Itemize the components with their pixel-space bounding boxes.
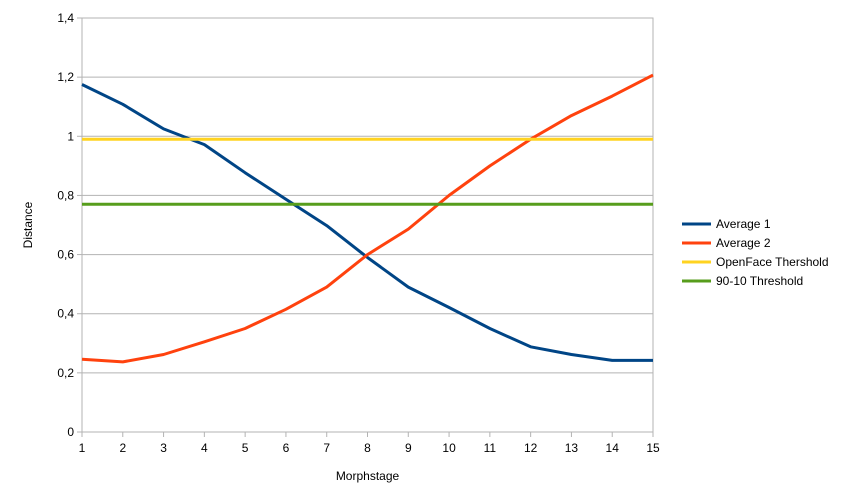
- x-tick-label: 9: [405, 441, 412, 455]
- legend-label: Average 1: [716, 217, 771, 231]
- x-tick-label: 11: [484, 441, 497, 455]
- legend-label: OpenFace Thershold: [716, 255, 829, 269]
- x-tick-label: 8: [364, 441, 371, 455]
- y-tick-label: 0,6: [57, 248, 74, 262]
- y-tick-label: 1,2: [57, 70, 74, 84]
- x-tick-label: 7: [323, 441, 330, 455]
- y-axis: 0 0,2 0,4 0,6 0,8 1 1,2 1,4: [57, 11, 82, 439]
- plot-area: [81, 17, 654, 433]
- x-tick-label: 1: [79, 441, 86, 455]
- legend: Average 1 Average 2 OpenFace Thershold 90-1…: [682, 217, 829, 288]
- x-tick-label: 6: [283, 441, 290, 455]
- y-tick-label: 0,2: [57, 366, 74, 380]
- y-tick-label: 0,4: [57, 307, 74, 321]
- x-axis-title: Morphstage: [336, 469, 400, 483]
- x-tick-label: 4: [201, 441, 208, 455]
- legend-label: Average 2: [716, 236, 771, 250]
- x-tick-label: 2: [119, 441, 126, 455]
- y-tick-label: 1,4: [57, 11, 74, 25]
- gridlines: [82, 17, 653, 433]
- y-tick-label: 1: [67, 129, 74, 143]
- x-tick-label: 5: [242, 441, 249, 455]
- y-axis-title: Distance: [21, 201, 35, 248]
- x-tick-label: 15: [646, 441, 660, 455]
- legend-label: 90-10 Threshold: [716, 274, 803, 288]
- series-line-average-1: [81, 83, 653, 362]
- y-tick-label: 0: [67, 425, 74, 439]
- series-lines: [81, 73, 654, 364]
- x-tick-label: 3: [160, 441, 167, 455]
- x-axis: 1 2 3 4 5 6 7 8 9 10 11 12 13 14 15: [79, 432, 660, 455]
- x-tick-label: 10: [442, 441, 456, 455]
- x-tick-label: 13: [565, 441, 579, 455]
- x-tick-label: 14: [606, 441, 620, 455]
- x-tick-label: 12: [524, 441, 538, 455]
- series-line-average-2: [81, 73, 654, 364]
- y-tick-label: 0,8: [57, 188, 74, 202]
